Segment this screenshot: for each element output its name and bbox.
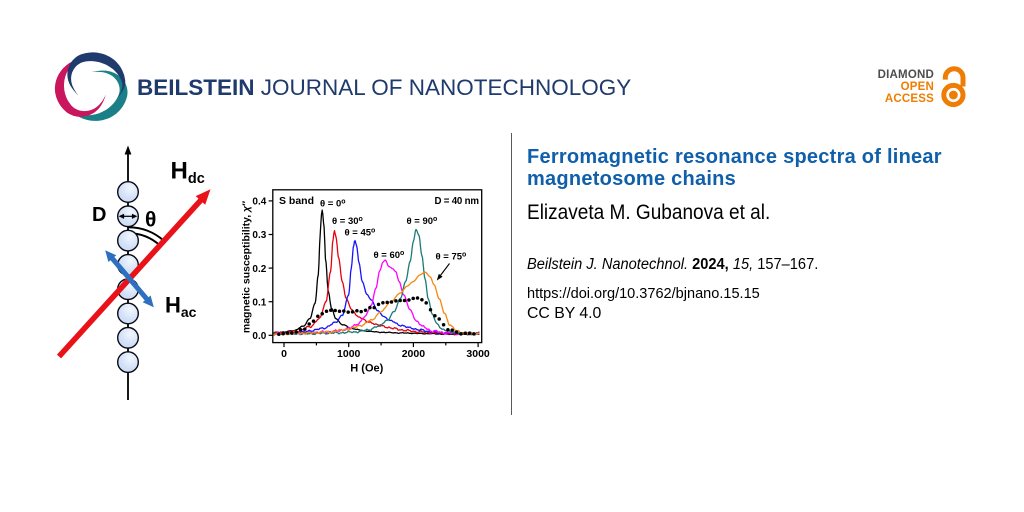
- svg-text:0.3: 0.3: [252, 230, 266, 241]
- svg-text:θ = 30o: θ = 30o: [332, 216, 363, 227]
- svg-text:θ = 75o: θ = 75o: [436, 251, 467, 262]
- svg-text:0.1: 0.1: [252, 297, 266, 308]
- svg-text:D: D: [92, 204, 106, 226]
- svg-text:θ = 45o: θ = 45o: [345, 227, 376, 238]
- svg-text:Hdc: Hdc: [171, 158, 205, 188]
- svg-text:3000: 3000: [466, 348, 490, 360]
- svg-text:Hac: Hac: [165, 292, 197, 320]
- svg-text:magnetic susceptibility, χ″: magnetic susceptibility, χ″: [241, 201, 253, 333]
- svg-text:θ = 60o: θ = 60o: [374, 250, 405, 261]
- svg-text:S band: S band: [279, 195, 314, 207]
- svg-text:θ: θ: [145, 209, 156, 232]
- svg-text:θ = 0o: θ = 0o: [320, 198, 346, 209]
- svg-text:0.0: 0.0: [252, 331, 266, 342]
- svg-text:1000: 1000: [337, 348, 361, 360]
- svg-text:2000: 2000: [402, 348, 426, 360]
- svg-text:0: 0: [281, 348, 287, 360]
- svg-text:D = 40 nm: D = 40 nm: [435, 196, 480, 207]
- svg-text:0.2: 0.2: [252, 264, 266, 275]
- svg-text:θ = 90o: θ = 90o: [407, 216, 438, 227]
- svg-text:0.4: 0.4: [252, 197, 266, 208]
- svg-text:H (Oe): H (Oe): [350, 363, 383, 375]
